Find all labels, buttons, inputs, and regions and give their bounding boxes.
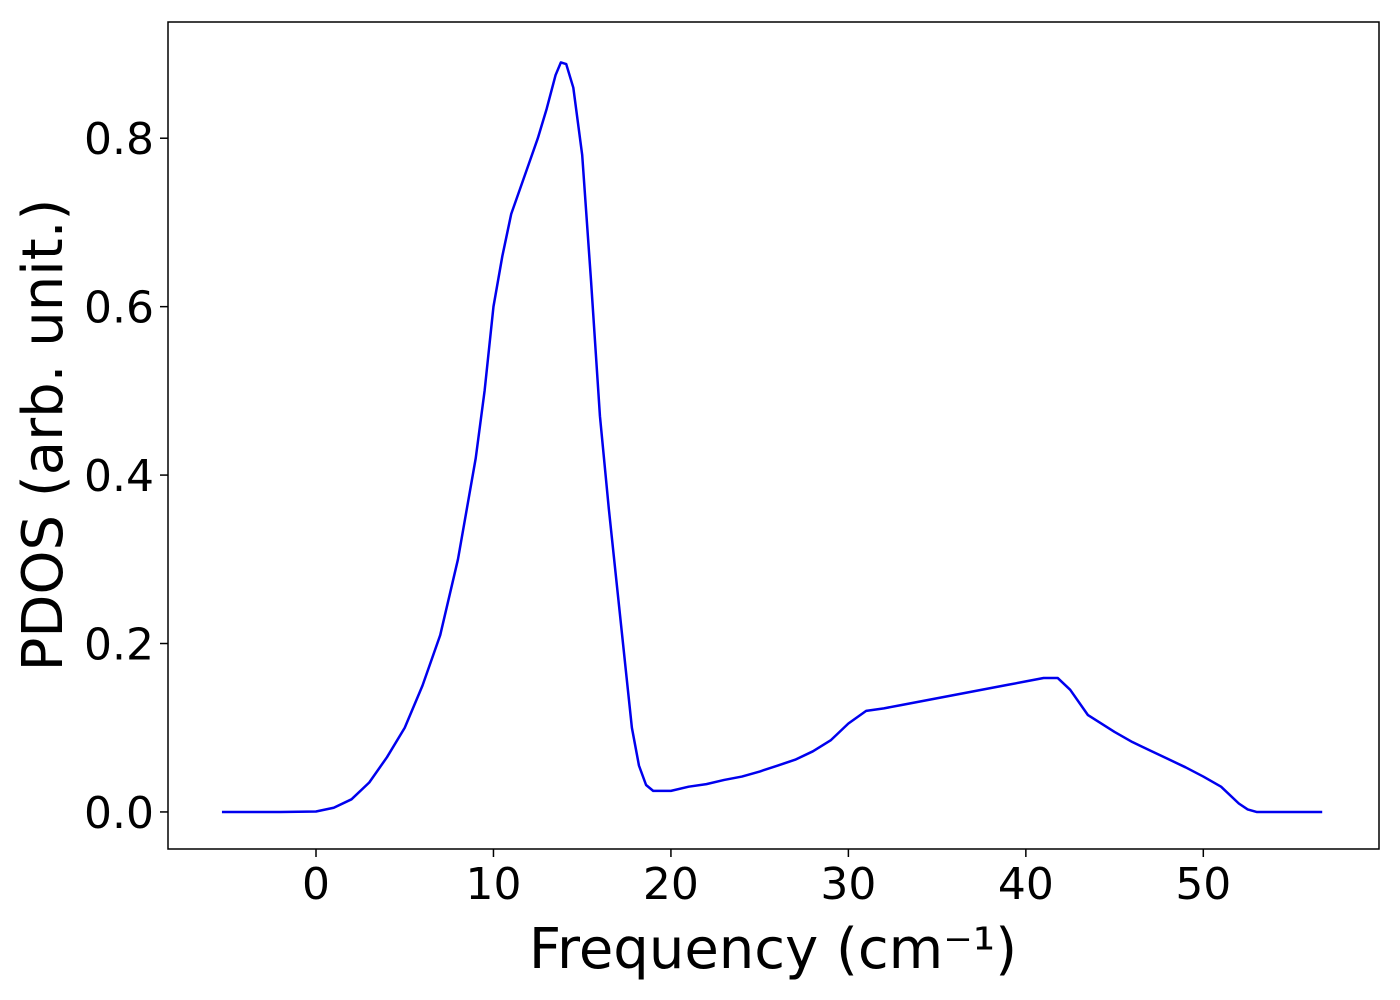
y-axis-label: PDOS (arb. unit.)	[11, 199, 76, 672]
x-tick-label: 30	[820, 859, 876, 910]
plot-frame	[167, 21, 1380, 850]
y-tick-label: 0.4	[84, 451, 154, 502]
x-axis-label: Frequency (cm⁻¹)	[529, 917, 1017, 982]
y-tick-label: 0.2	[84, 620, 154, 671]
x-tick-label: 50	[1175, 859, 1231, 910]
y-tick-label: 0.8	[84, 114, 154, 165]
x-tick-label: 20	[643, 859, 699, 910]
x-tick-label: 10	[465, 859, 521, 910]
line-series	[221, 61, 1323, 814]
x-tick-label: 0	[302, 859, 330, 910]
y-tick-label: 0.0	[84, 788, 154, 839]
y-tick-label: 0.6	[84, 283, 154, 334]
x-tick-label: 40	[998, 859, 1054, 910]
